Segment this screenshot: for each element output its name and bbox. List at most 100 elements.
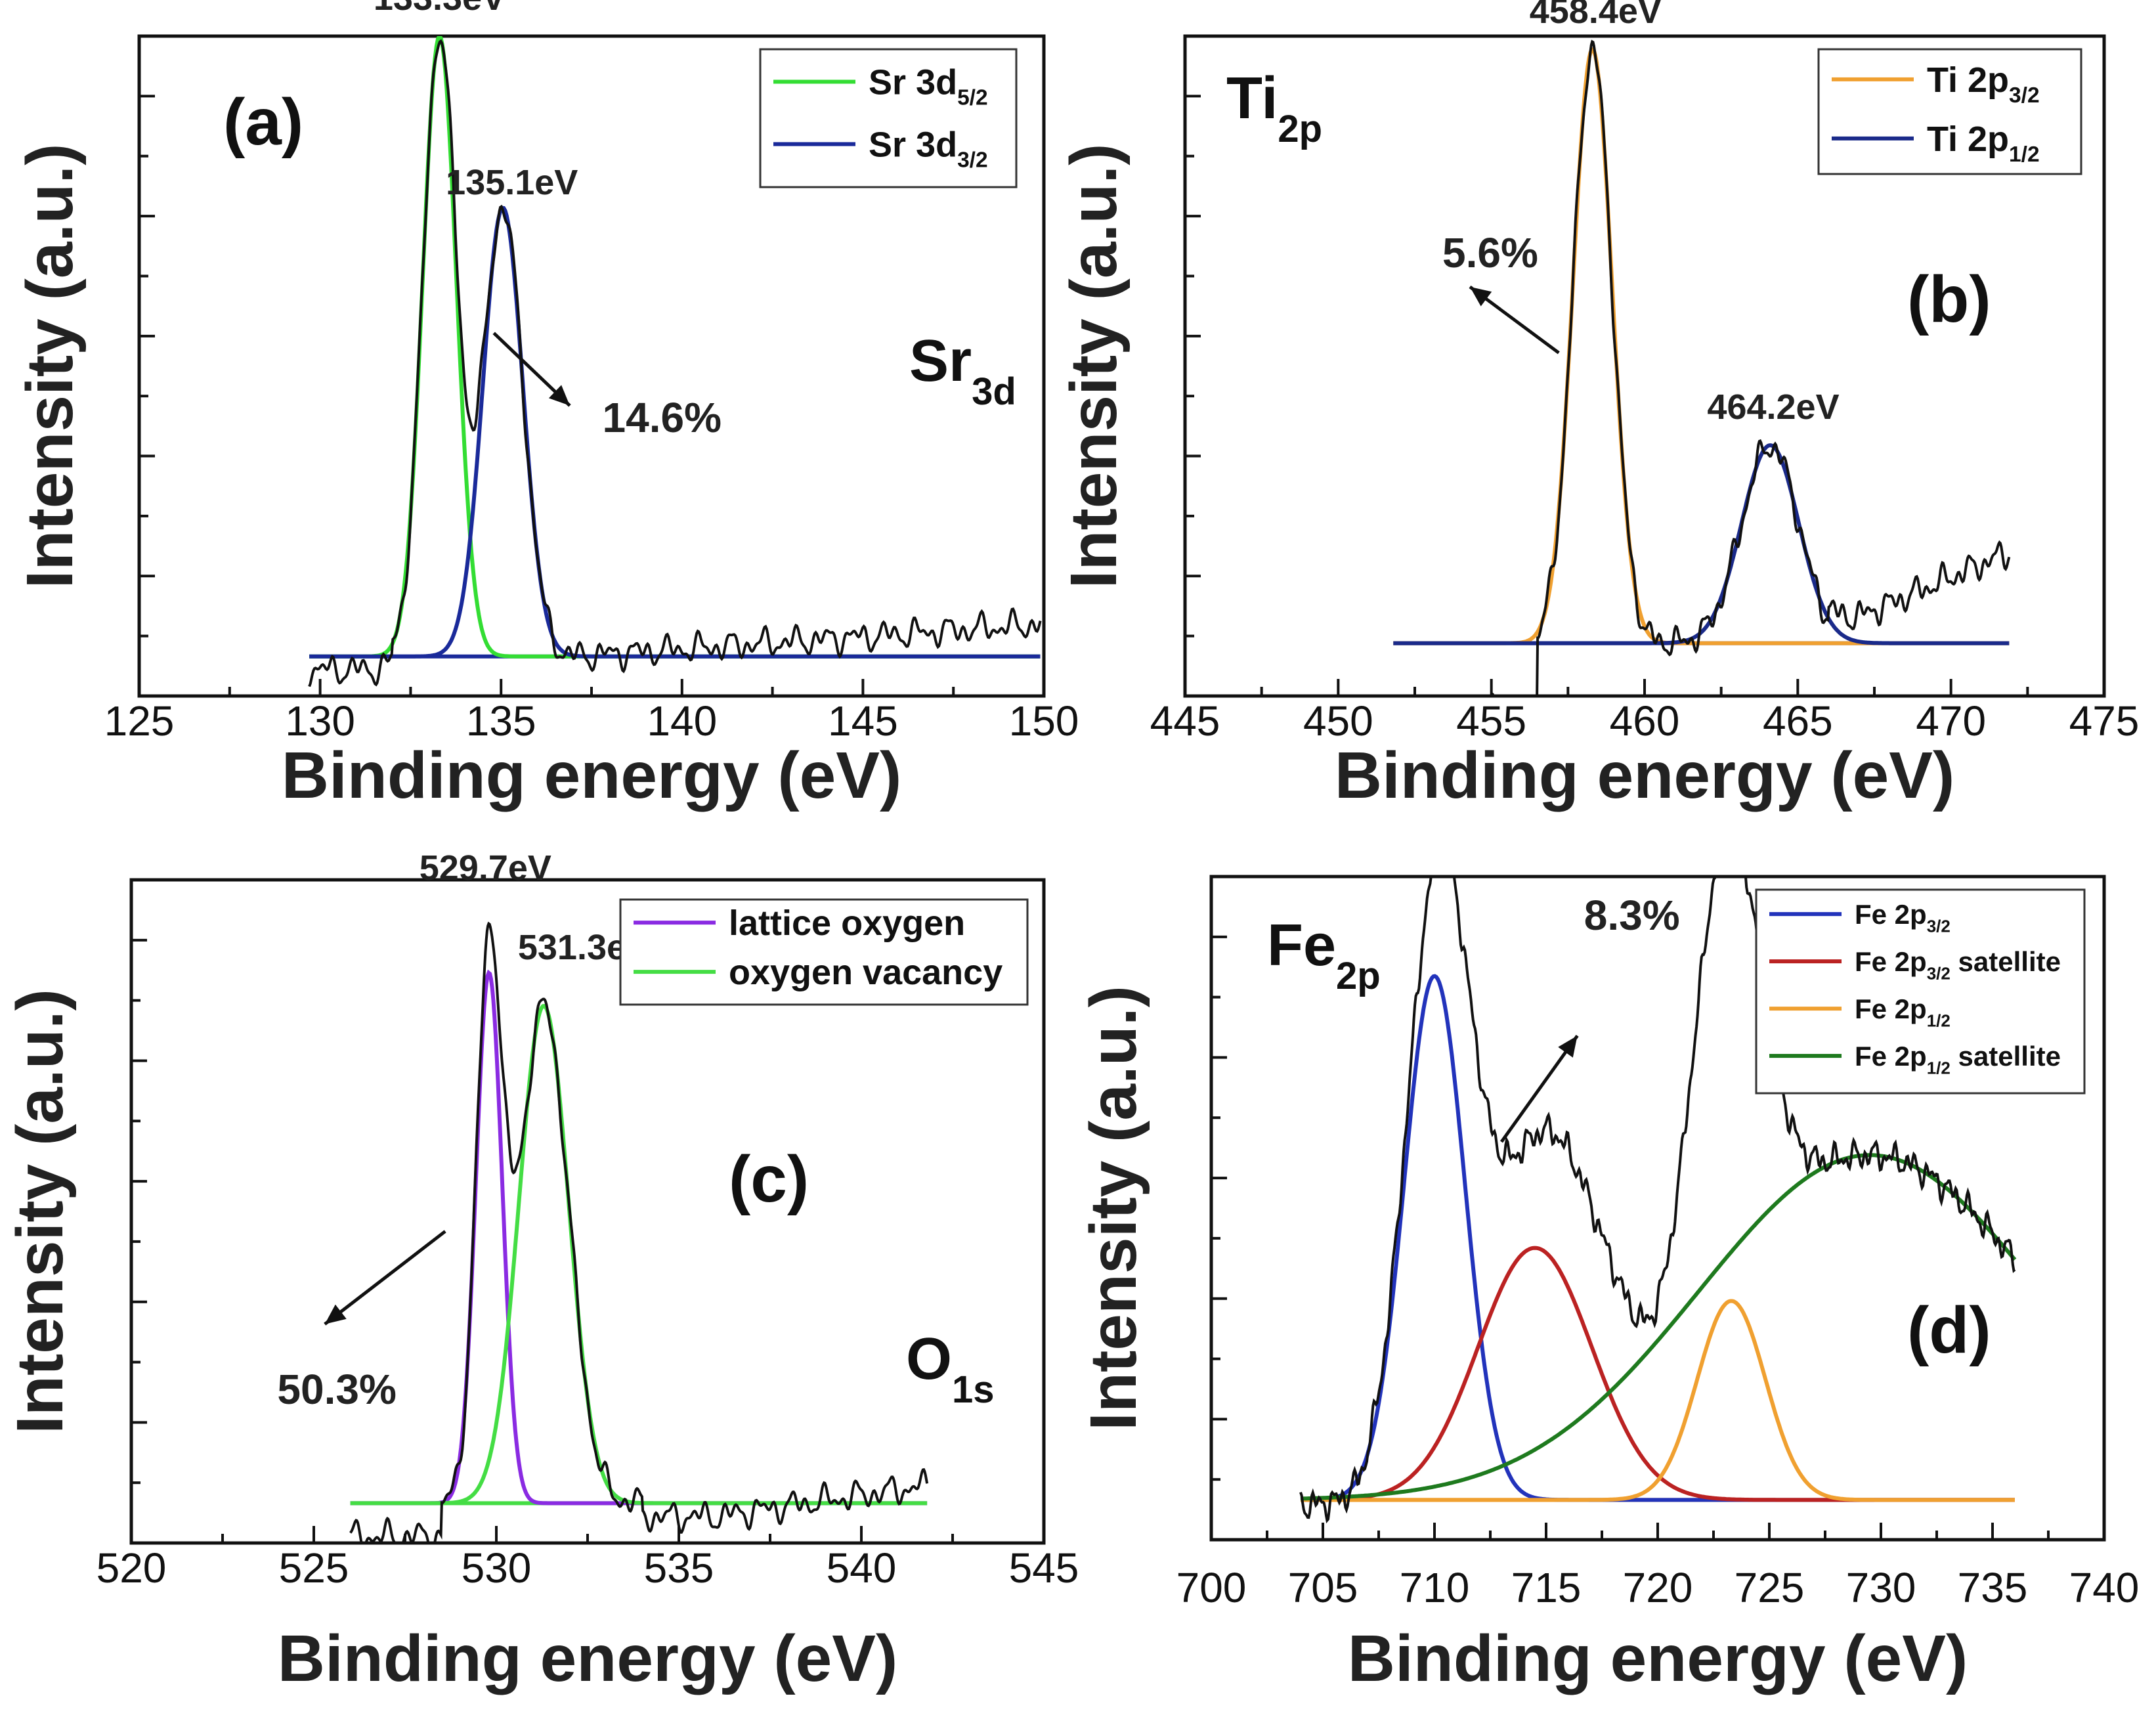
legend-box — [1817, 48, 2082, 175]
legend-entry-subscript: 3/2 — [957, 148, 988, 173]
x-tick-label: 450 — [1303, 697, 1373, 745]
legend-entry-text: Sr 3d — [869, 62, 957, 102]
legend-entry-subscript: 1/2 — [1927, 1058, 1951, 1077]
y-axis-label: Intensity (a.u.) — [1077, 986, 1150, 1431]
peak-position-label: 529.7eV — [420, 848, 551, 888]
legend-entry-text: lattice oxygen — [729, 903, 965, 943]
legend-entry-suffix: satellite — [1951, 1041, 2061, 1072]
element-symbol: Fe — [1267, 913, 1336, 978]
legend-entry-text: Sr 3d — [869, 125, 957, 164]
legend: Sr 3d5/2Sr 3d3/2 — [759, 48, 1018, 188]
legend-entry: Fe 2p3/2 satellite — [1855, 946, 2061, 984]
x-tick-label: 445 — [1150, 697, 1220, 745]
measured-curve — [349, 921, 929, 1543]
peak-position-label: 458.4eV — [1530, 0, 1662, 31]
x-tick-label: 525 — [279, 1544, 349, 1592]
percent-arrow-head — [1470, 286, 1492, 307]
element-label: Ti2p — [1226, 66, 1322, 150]
fit-peak-2 — [309, 206, 1041, 659]
legend-entry-subscript: 1/2 — [1927, 1011, 1951, 1030]
x-tick-label: 740 — [2069, 1564, 2140, 1611]
x-tick-label: 720 — [1623, 1564, 1693, 1611]
x-axis-label: Binding energy (eV) — [278, 1622, 898, 1695]
y-axis-label: Intensity (a.u.) — [3, 989, 77, 1434]
element-symbol: Ti — [1226, 66, 1278, 131]
measured-curve — [1299, 877, 2016, 1524]
x-tick-label: 145 — [828, 697, 898, 745]
x-tick-label: 535 — [644, 1544, 714, 1592]
x-tick-label: 540 — [827, 1544, 897, 1592]
legend-entry-text: Ti 2p — [1927, 120, 2009, 159]
x-axis-label: Binding energy (eV) — [282, 739, 902, 812]
legend-box — [619, 898, 1029, 1006]
legend-entry: Ti 2p3/2 — [1927, 60, 2040, 108]
legend: Ti 2p3/2Ti 2p1/2 — [1817, 48, 2082, 175]
x-tick-label: 130 — [285, 697, 355, 745]
legend-entry: Fe 2p1/2 satellite — [1855, 1041, 2061, 1078]
fit-peak-3 — [1301, 1299, 2015, 1502]
legend-entry-subscript: 3/2 — [2009, 83, 2040, 108]
fit-peak-2 — [1393, 443, 2010, 645]
y-axis-label: Intensity (a.u.) — [13, 144, 87, 589]
x-tick-label: 520 — [97, 1544, 167, 1592]
legend-entry-text: Fe 2p — [1855, 899, 1927, 930]
panel-label: (b) — [1907, 263, 1991, 336]
percent-label: 14.6% — [603, 394, 722, 441]
legend-entry-subscript: 1/2 — [2009, 142, 2040, 167]
legend-entry: Fe 2p1/2 — [1855, 993, 1951, 1031]
legend-entry-text: oxygen vacancy — [729, 953, 1003, 992]
legend-entry: oxygen vacancy — [729, 953, 1003, 992]
element-symbol: O — [906, 1326, 952, 1392]
percent-arrow-shaft — [1499, 1034, 1579, 1143]
panel-label: (d) — [1907, 1293, 1991, 1367]
panel-a: 125 130 135 140 145 150 Binding energy (eV) Int… — [13, 0, 1079, 812]
element-subscript: 1s — [952, 1368, 995, 1411]
legend-box — [1755, 888, 2086, 1095]
x-tick-label: 710 — [1400, 1564, 1470, 1611]
x-tick-label: 730 — [1846, 1564, 1916, 1611]
x-tick-label: 125 — [104, 697, 175, 745]
plot-area — [1299, 877, 2017, 1524]
plot-area — [349, 921, 929, 1543]
legend-entry: lattice oxygen — [729, 903, 965, 943]
legend-entry-suffix: satellite — [1951, 946, 2061, 977]
x-tick-label: 475 — [2069, 697, 2140, 745]
x-tick-label: 700 — [1176, 1564, 1247, 1611]
percent-arrow-head — [324, 1304, 347, 1324]
x-tick-label: 735 — [1958, 1564, 2028, 1611]
legend-entry-text: Fe 2p — [1855, 946, 1927, 977]
x-tick-label: 545 — [1009, 1544, 1079, 1592]
y-axis-label: Intensity (a.u.) — [1057, 144, 1131, 589]
x-tick-label: 455 — [1456, 697, 1526, 745]
peak-position-label: 133.3eV — [374, 0, 506, 18]
x-tick-label: 465 — [1763, 697, 1833, 745]
percent-label: 8.3% — [1584, 892, 1680, 939]
percent-arrow-head — [1558, 1035, 1578, 1058]
percent-label: 5.6% — [1442, 229, 1538, 276]
legend-entry: Fe 2p3/2 — [1855, 899, 1951, 936]
peak-position-label: 135.1eV — [446, 163, 578, 202]
x-tick-label: 715 — [1511, 1564, 1582, 1611]
element-label: O1s — [906, 1326, 995, 1411]
legend-entry: Sr 3d5/2 — [869, 62, 988, 110]
measured-curve — [1465, 39, 2011, 696]
fit-peak-4 — [1300, 1153, 2017, 1501]
percent-arrow-head — [548, 385, 570, 406]
element-subscript: 2p — [1336, 955, 1381, 997]
legend-entry-text: Ti 2p — [1927, 60, 2009, 100]
x-tick-label: 725 — [1735, 1564, 1805, 1611]
percent-arrow-shaft — [324, 1230, 446, 1326]
x-axis-label: Binding energy (eV) — [1335, 739, 1955, 812]
percent-label: 50.3% — [277, 1366, 396, 1413]
x-tick-label: 705 — [1288, 1564, 1358, 1611]
x-tick-label: 135 — [466, 697, 536, 745]
panel-label: (c) — [729, 1142, 809, 1216]
panel-b: 445 450 455 460 465 470 475 Binding energy (eV)… — [1057, 0, 2139, 812]
panel-label: (a) — [223, 85, 303, 159]
x-axis-label: Binding energy (eV) — [1348, 1622, 1968, 1695]
legend: lattice oxygen oxygen vacancy — [619, 898, 1029, 1006]
panel-d: 700 705 710 715 720 725 730 735 740 Binding energ… — [1077, 875, 2140, 1695]
x-tick-label: 140 — [647, 697, 717, 745]
